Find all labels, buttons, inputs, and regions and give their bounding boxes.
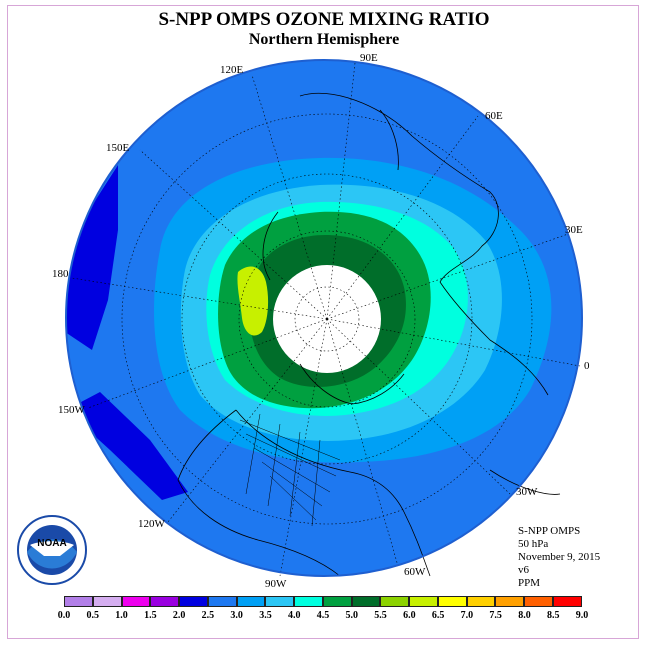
info-date: November 9, 2015 (518, 551, 601, 563)
lon-label-30e: 30E (565, 224, 583, 236)
colorbar-tick-label: 9.0 (575, 610, 589, 621)
colorbar-tick-label: 4.5 (316, 610, 330, 621)
meridian-30e (326, 233, 569, 320)
colorbar (64, 596, 582, 607)
coastline-siberia (262, 211, 279, 281)
info-block: S-NPP OMPS 50 hPa November 9, 2015 v6 PP… (518, 525, 600, 590)
colorbar-tick-label: 1.0 (115, 610, 128, 621)
colorbar-tick-label: 3.5 (259, 610, 272, 621)
border-lines-longitudinal (245, 413, 321, 527)
colorbar-tick-label: 0.5 (86, 610, 100, 621)
colorbar-swatch (150, 596, 180, 607)
lon-label-150w: 150W (58, 404, 85, 416)
map-disc-outline (65, 59, 583, 577)
lon-label-60e: 60E (485, 110, 503, 122)
coastlines (177, 92, 561, 577)
lon-label-90w: 90W (265, 578, 287, 590)
colorbar-swatch (553, 596, 582, 607)
lon-label-30w: 30W (516, 486, 538, 498)
page-subtitle: Northern Hemisphere (248, 31, 400, 48)
coastline-europe (439, 281, 549, 396)
info-level: 50 hPa (518, 538, 549, 550)
coastline-eurasia-north (299, 92, 499, 283)
ozone-field (66, 60, 582, 576)
meridian-150w (87, 318, 328, 409)
colorbar-swatch (351, 596, 381, 607)
colorbar-tick-label: 1.5 (144, 610, 157, 621)
colorbar-swatch (524, 596, 554, 607)
colorbar-swatch (409, 596, 438, 607)
colorbar-swatch (236, 596, 266, 607)
colorbar-swatch (92, 596, 122, 607)
colorbar-tick-label: 8.5 (546, 610, 560, 621)
figure-frame (7, 5, 639, 639)
meridian-120e (251, 74, 328, 320)
colorbar-swatch (179, 596, 208, 607)
colorbar-tick-label: 7.5 (489, 610, 502, 621)
meridian-120w (167, 318, 328, 523)
lon-label-120w: 120W (138, 518, 165, 530)
latitude-circle-70n (238, 230, 416, 408)
info-instrument: S-NPP OMPS (518, 525, 581, 537)
ozone-low-patch-southwest (66, 392, 188, 500)
colorbar-swatch (322, 596, 352, 607)
meridian-60w (326, 318, 399, 567)
lon-label-180: 180 (52, 268, 69, 280)
coastline-greenland (299, 363, 405, 405)
lon-label-150e: 150E (106, 142, 130, 154)
coastline-asia-interior (379, 109, 399, 171)
colorbar-tick-label: 8.0 (518, 610, 531, 621)
colorbar-tick-label: 3.0 (230, 610, 243, 621)
colorbar-tick-label: 4.0 (287, 610, 301, 621)
latitude-circle-50n (121, 113, 533, 525)
colorbar-tick-label: 7.0 (460, 610, 474, 621)
colorbar-swatch (380, 596, 410, 607)
noaa-logo: NOAA (17, 515, 87, 585)
lon-label-120e: 120E (220, 64, 244, 76)
coastline-africa (489, 469, 561, 495)
meridian-0 (326, 318, 581, 367)
ozone-band-6.0-6.5 (237, 266, 269, 336)
colorbar-tick-label: 2.0 (172, 610, 186, 621)
colorbar-swatch (294, 596, 323, 607)
info-units: PPM (518, 577, 541, 589)
colorbar-swatch (437, 596, 467, 607)
info-version: v6 (518, 564, 529, 576)
colorbar-swatch (121, 596, 151, 607)
lon-label-90e: 90E (360, 52, 378, 64)
colorbar-tick-label: 0.0 (57, 610, 71, 621)
colorbar-swatch (265, 596, 295, 607)
meridian-180 (71, 277, 328, 320)
noaa-logo-text: NOAA (37, 538, 66, 549)
colorbar-swatch (207, 596, 237, 607)
lon-label-0: 0 (584, 360, 590, 372)
lon-label-60w: 60W (404, 566, 426, 578)
latitude-circle-80n (294, 286, 360, 352)
colorbar-tick-label: 5.0 (345, 610, 359, 621)
ozone-low-patch-west (66, 165, 118, 350)
colorbar-tick-label: 6.0 (403, 610, 416, 621)
colorbar-swatch (495, 596, 525, 607)
colorbar-tick-label: 5.5 (374, 610, 387, 621)
colorbar-swatch (64, 596, 93, 607)
graticule (71, 62, 581, 577)
latitude-circle-60n (181, 173, 473, 465)
coastline-north-america-west (177, 409, 341, 577)
coastline-north-america-east (235, 409, 431, 577)
colorbar-swatch (466, 596, 496, 607)
political-borders (239, 413, 341, 527)
noaa-logo-bird (30, 541, 74, 556)
meridian-90e (326, 62, 356, 320)
border-lines-latitudinal (239, 419, 341, 521)
colorbar-tick-label: 2.5 (201, 610, 215, 621)
colorbar-ticks: 0.0 0.5 1.0 1.5 2.0 2.5 3.0 3.5 4.0 4.5 5.0 5.5 6.0 6… (58, 610, 589, 624)
page-title: S-NPP OMPS OZONE MIXING RATIO (158, 9, 490, 30)
colorbar-tick-label: 6.5 (431, 610, 445, 621)
